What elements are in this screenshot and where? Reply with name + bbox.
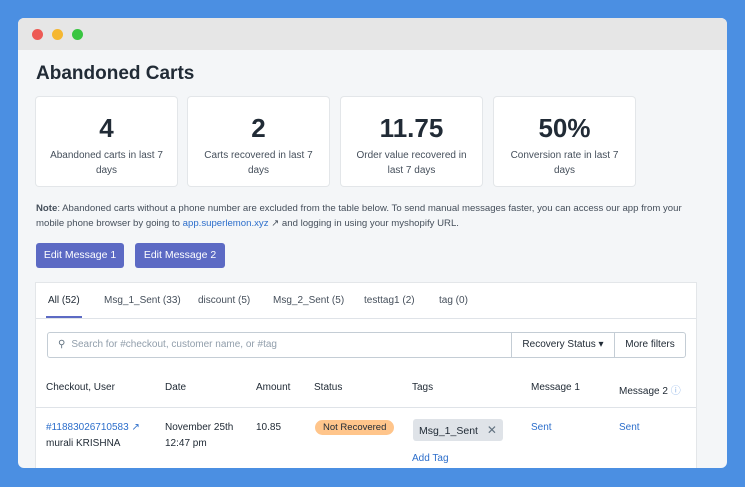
stat-card: 50% Conversion rate in last 7 days — [494, 97, 635, 186]
message-status[interactable]: Sent — [531, 422, 552, 433]
status-filter-label: Recovery Status — [522, 339, 596, 350]
browser-window: Abandoned Carts 4 Abandoned carts in last… — [18, 18, 727, 468]
column-header: Amount — [256, 382, 291, 393]
column-header: Checkout, User — [46, 382, 115, 393]
stat-value: 11.75 — [379, 113, 444, 143]
amount: 10.85 — [256, 422, 282, 433]
tab[interactable]: Msg_2_Sent (5) — [273, 295, 345, 306]
column-header: Status — [314, 382, 343, 393]
title-bar — [18, 18, 727, 50]
row-divider — [36, 407, 696, 408]
date: November 25th — [165, 422, 234, 433]
column-header: Message 1 — [531, 382, 580, 393]
edit-message-button[interactable]: Edit Message 1 — [36, 243, 124, 268]
tab-divider — [36, 318, 696, 319]
search-placeholder: Search for #checkout, customer name, or … — [71, 339, 277, 350]
checkout-link[interactable]: #11883026710583 ↗ — [46, 422, 140, 433]
tab[interactable]: discount (5) — [198, 295, 251, 306]
stat-label: Carts recovered in last 7 days — [204, 150, 313, 176]
tag-text: Msg_1_Sent — [419, 425, 478, 437]
edit-message-button[interactable]: Edit Message 2 — [135, 243, 225, 268]
stat-label: Conversion rate in last 7 days — [510, 150, 619, 176]
column-header: Tags — [412, 382, 434, 393]
note-text: : Abandoned carts without a phone number… — [36, 203, 682, 229]
page-title: Abandoned Carts — [36, 63, 195, 84]
user-name: murali KRISHNA — [46, 438, 121, 449]
status-badge: Not Recovered — [315, 420, 395, 435]
stat-value: 50% — [538, 113, 591, 143]
stat-label: Abandoned carts in last 7 days — [50, 150, 163, 176]
stat-value: 4 — [99, 113, 114, 143]
stat-card: 4 Abandoned carts in last 7 days — [36, 97, 177, 186]
message-status[interactable]: Sent — [619, 422, 640, 433]
note: Note: Abandoned carts without a phone nu… — [36, 203, 682, 229]
note-tail: and logging in using your myshopify URL. — [281, 218, 459, 229]
column-header-text: Message 2 — [619, 386, 668, 397]
tab[interactable]: testtag1 (2) — [364, 295, 415, 306]
close-button[interactable] — [32, 29, 43, 40]
tag-chip: Msg_1_Sent ✕ — [413, 419, 503, 441]
time: 12:47 pm — [165, 438, 207, 449]
tab-underline — [46, 316, 82, 318]
column-header: Message 2 ⓘ — [619, 386, 681, 397]
stat-label: Order value recovered in last 7 days — [356, 150, 467, 176]
checkout-id: #11883026710583 — [46, 422, 129, 433]
note-lead: Note — [36, 203, 58, 214]
stat-card: 11.75 Order value recovered in last 7 day… — [341, 97, 482, 186]
tab[interactable]: Msg_1_Sent (33) — [104, 295, 181, 306]
remove-tag[interactable]: ✕ — [486, 423, 497, 437]
stat-value: 2 — [251, 113, 266, 143]
table-panel — [36, 283, 696, 468]
add-tag[interactable]: Add Tag — [412, 453, 449, 464]
status-filter[interactable]: Recovery Status ▾ — [511, 332, 615, 358]
column-header: Date — [165, 382, 187, 393]
tab[interactable]: All (52) — [48, 295, 80, 306]
maximize-button[interactable] — [72, 29, 83, 40]
minimize-button[interactable] — [52, 29, 63, 40]
app-link[interactable]: app.superlemon.xyz — [182, 218, 269, 229]
tab[interactable]: tag (0) — [439, 295, 468, 306]
search-box[interactable]: ⚲ Search for #checkout, customer name, or… — [47, 332, 512, 358]
more-filters[interactable]: More filters — [614, 332, 686, 358]
stat-card: 2 Carts recovered in last 7 days — [188, 97, 329, 186]
